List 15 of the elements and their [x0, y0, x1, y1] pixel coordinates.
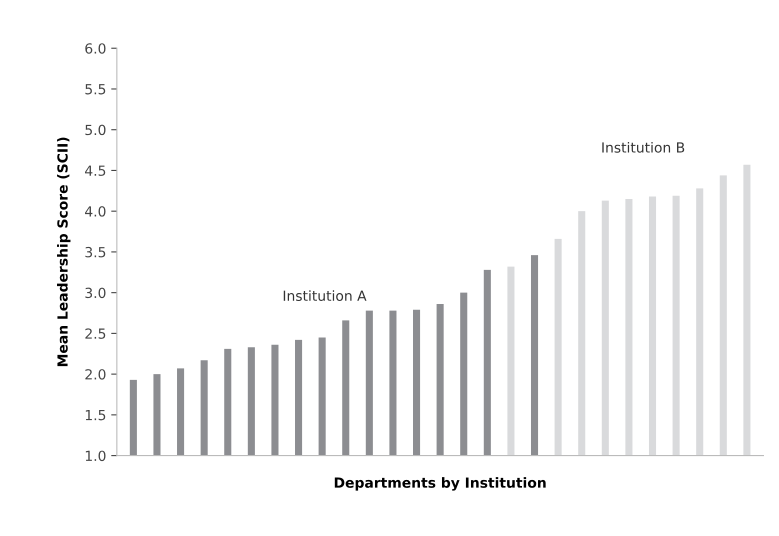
y-tick-label: 5.0	[85, 124, 106, 136]
y-tick-label: 2.5	[85, 328, 106, 339]
y-tick-label: 6.0	[85, 43, 106, 54]
y-tick-label: 3.5	[85, 246, 106, 258]
y-tick-label: 1.5	[86, 410, 106, 420]
x-axis-title: Departments by Institution	[334, 477, 546, 491]
y-tick-label: 4.5	[85, 166, 106, 176]
y-tick-label: 1.0	[86, 450, 106, 462]
y-tick-label: 4.0	[85, 206, 106, 217]
y-tick-label: 3.0	[85, 288, 106, 298]
annotation: Institution A	[284, 290, 366, 301]
y-axis-title: Mean Leadership Score (SCII)	[57, 138, 70, 366]
y-tick-label: 5.5	[85, 84, 106, 94]
y-tick-label: 2.0	[85, 369, 106, 380]
annotation: Institution B	[602, 142, 684, 153]
